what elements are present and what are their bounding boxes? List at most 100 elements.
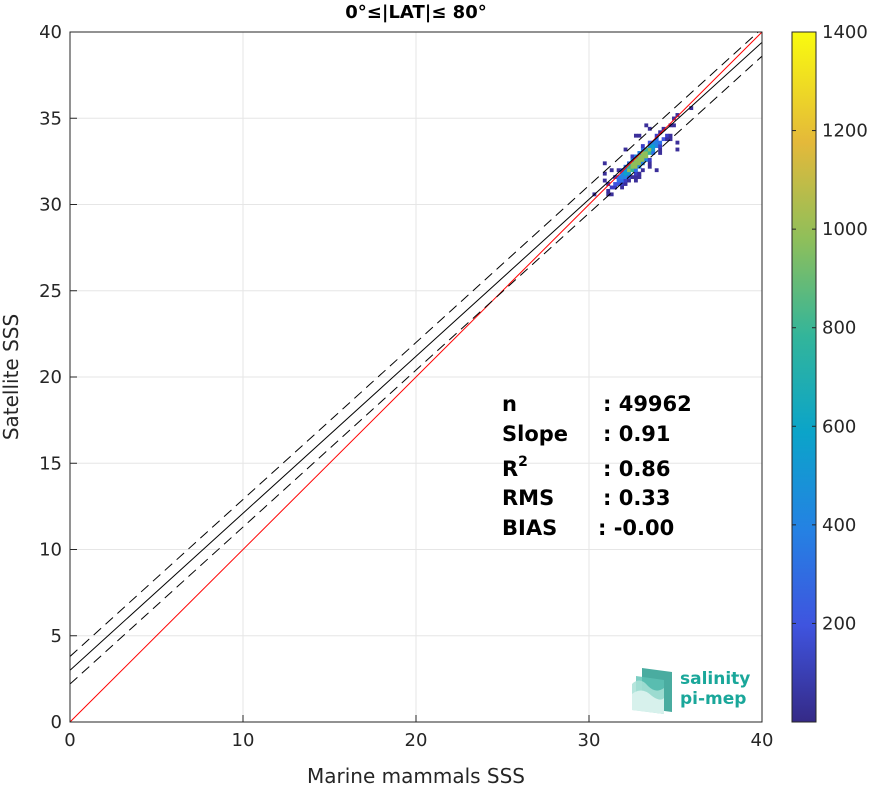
density-cell [637,171,642,176]
density-cell [620,185,624,190]
density-cell [640,168,645,173]
y-tick-label: 30 [39,195,62,216]
density-cell [620,182,624,186]
density-cell [640,147,645,152]
density-cell [661,137,666,142]
x-tick-label: 0 [64,730,75,751]
density-cell [644,157,649,162]
stat-r2-superscript: 2 [518,454,528,470]
x-axis-label: Marine mammals SSS [307,764,525,786]
density-cell [654,133,659,138]
density-cell [640,144,645,148]
colorbar-tick-label: 1000 [822,219,868,240]
density-cell [665,133,669,138]
density-cell [616,168,621,173]
density-cluster [592,106,694,197]
density-cell [689,106,694,111]
density-cell [633,161,638,166]
colorbar-tick-label: 200 [822,613,856,634]
colorbar-tick-label: 1400 [822,22,868,43]
density-cell [672,116,676,121]
density-cell [616,178,621,183]
density-cell [623,175,628,180]
stat-bias-value: : -0.00 [598,516,674,540]
density-cell [675,140,680,145]
stat-bias-label: BIAS [502,516,557,540]
density-cell [627,168,631,173]
density-cell [630,154,635,159]
density-cell [602,178,607,183]
density-cell [627,171,631,176]
fit-upper-line [70,32,759,657]
density-cell [606,182,611,186]
density-cell [644,154,649,159]
wave-logo-icon [632,668,672,714]
density-cell [647,144,652,148]
density-cell [644,151,649,155]
density-cell [668,137,673,142]
stats-box: n : 49962 Slope : 0.91 R2 : 0.86 RMS : 0… [502,392,692,540]
stat-rms-value: : 0.33 [603,486,671,510]
density-cell [644,123,649,128]
y-tick-label: 10 [39,540,62,561]
density-cell [675,147,680,152]
density-cell [620,171,624,176]
stat-r2-value: : 0.86 [603,457,671,481]
density-cell [654,137,659,142]
density-cell [606,188,611,193]
density-cell [637,157,642,162]
density-cell [654,144,659,148]
colorbar-tick-label: 800 [822,318,856,339]
density-cell [647,164,652,169]
stat-r2-letter: R [502,457,518,481]
density-cell [637,154,642,159]
density-cell [637,161,642,166]
colorbar-tick-label: 600 [822,416,856,437]
y-axis-ticks: 0 5 10 15 20 25 30 35 40 [39,22,77,733]
density-cell [633,175,638,180]
colorbar-tick-label: 1200 [822,121,868,142]
density-cell [627,178,631,183]
y-tick-label: 15 [39,453,62,474]
stat-n-label: n [502,392,517,416]
density-cell [647,161,652,166]
x-axis-ticks: 0 10 20 30 40 [64,715,773,751]
density-cell [623,178,628,183]
stat-slope-value: : 0.91 [603,422,671,446]
density-cell [602,161,607,166]
density-cell [644,147,649,152]
stat-n-value: : 49962 [603,392,692,416]
density-cell [623,147,628,152]
density-cell [640,154,645,159]
density-cell [602,171,607,176]
y-tick-label: 20 [39,367,62,388]
density-cell [651,144,656,148]
density-cell [661,126,666,131]
density-cell [651,140,656,145]
colorbar-tick-label: 400 [822,515,856,536]
density-cell [633,133,638,138]
logo-line-1: salinity [680,669,750,689]
y-tick-label: 35 [39,108,62,129]
density-cell [623,168,628,173]
density-cell [647,147,652,152]
density-cell [637,133,642,138]
density-cell [630,164,635,169]
x-tick-label: 40 [751,730,774,751]
density-cell [633,168,638,173]
density-cell [651,147,656,152]
density-cell [640,151,645,155]
logo-line-2: pi-mep [680,689,746,709]
density-cell [609,185,614,190]
density-cell [633,157,638,162]
x-tick-label: 30 [578,730,601,751]
density-cell [654,168,659,173]
density-cell [658,151,663,155]
density-cell [623,182,628,186]
density-cell [620,178,624,183]
y-tick-label: 0 [51,712,62,733]
density-cell [658,130,663,135]
density-cell [627,164,631,169]
density-cell [613,175,618,180]
density-cell [609,192,614,197]
